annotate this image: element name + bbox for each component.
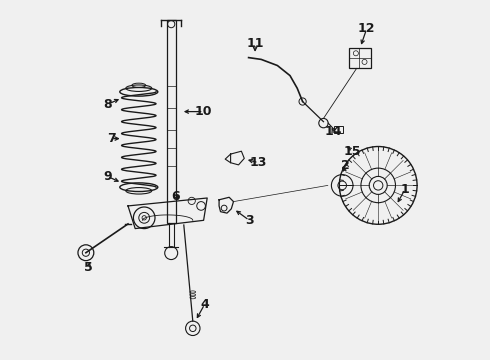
Text: 12: 12 <box>358 22 375 35</box>
Text: 6: 6 <box>172 190 180 203</box>
Text: 10: 10 <box>195 105 212 118</box>
Text: 3: 3 <box>245 214 254 227</box>
Bar <box>349 48 371 68</box>
Text: 1: 1 <box>401 183 410 195</box>
Text: 14: 14 <box>324 125 342 138</box>
Text: 11: 11 <box>246 37 264 50</box>
Bar <box>334 126 343 133</box>
Bar <box>167 20 176 223</box>
Text: 13: 13 <box>250 156 268 169</box>
Text: 7: 7 <box>107 132 116 145</box>
Text: 2: 2 <box>342 159 350 172</box>
Text: 5: 5 <box>84 261 93 274</box>
Text: 15: 15 <box>343 145 361 158</box>
Text: 8: 8 <box>103 98 112 111</box>
Text: 4: 4 <box>200 298 209 311</box>
Text: 9: 9 <box>103 170 112 183</box>
